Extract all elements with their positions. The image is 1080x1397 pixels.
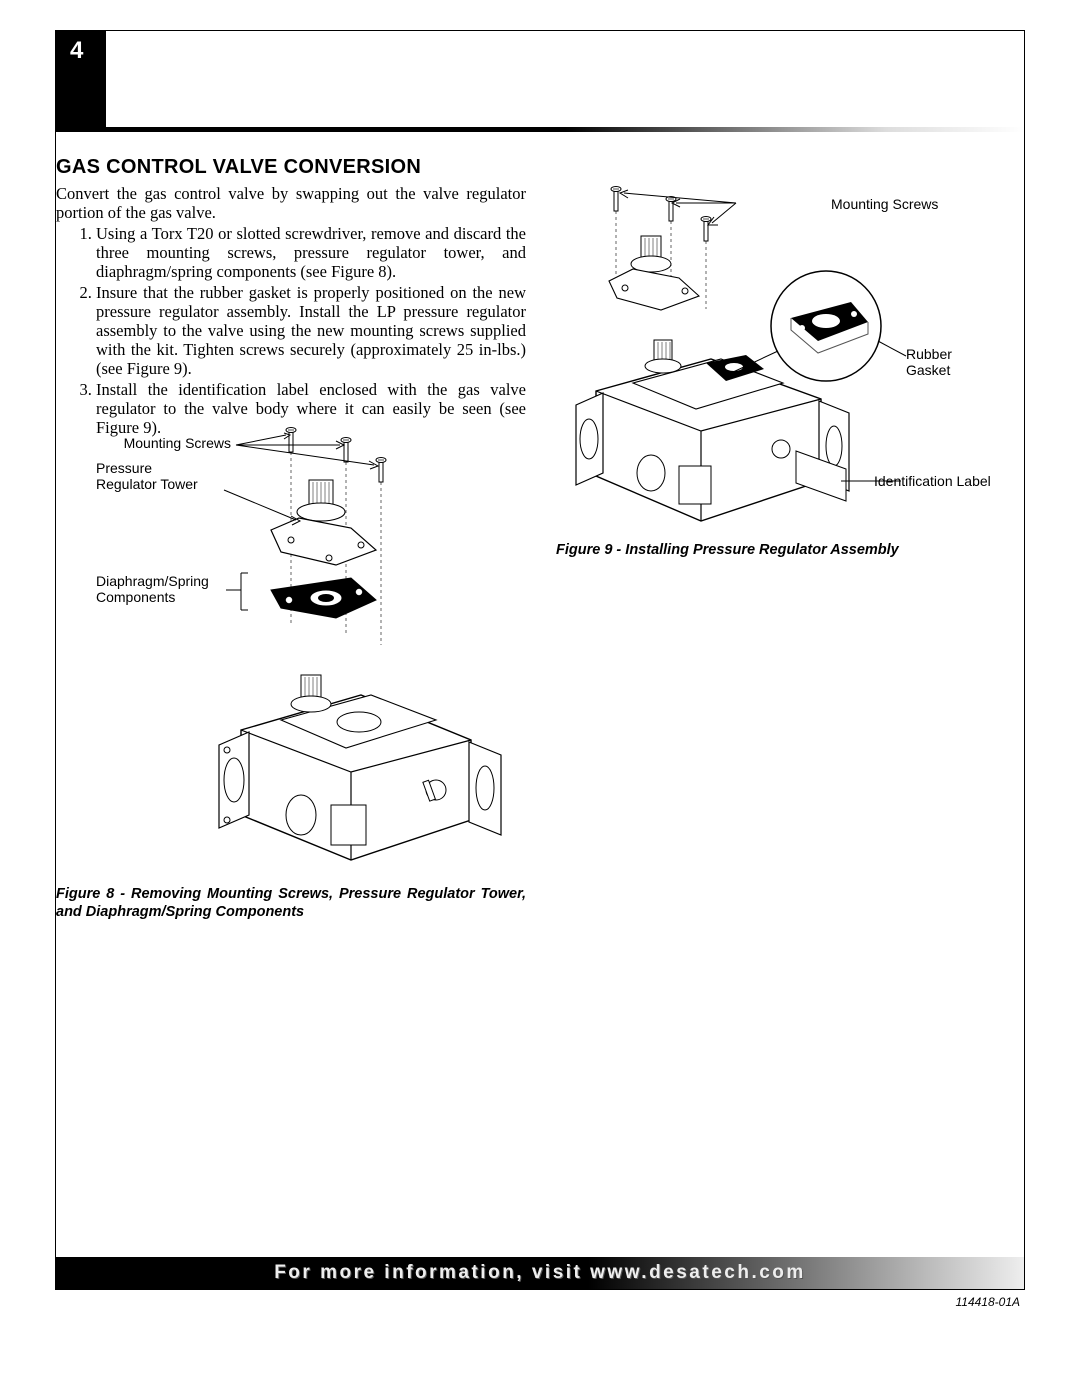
label-rubber-gasket: Rubber Gasket (906, 346, 952, 378)
valve-exploded-icon (96, 425, 516, 875)
intro-paragraph: Convert the gas control valve by swappin… (56, 185, 526, 223)
label-mounting-screws-2: Mounting Screws (831, 196, 938, 212)
page-frame: 4 GAS CONTROL VALVE CONVERSION Convert t… (55, 30, 1025, 1290)
label-pressure-regulator-tower: Pressure Regulator Tower (96, 460, 221, 492)
figure-9-caption: Figure 9 - Installing Pressure Regulator… (556, 541, 1026, 559)
document-number: 114418-01A (956, 1295, 1021, 1309)
page-number: 4 (70, 37, 83, 64)
figure-8-diagram: Mounting Screws Pressure Regulator Tower… (96, 425, 516, 875)
top-gradient-bar (106, 127, 1024, 132)
figure-8-caption: Figure 8 - Removing Mounting Screws, Pre… (56, 885, 526, 921)
figure-9-diagram: Mounting Screws Rubber Gasket Identifica… (556, 181, 1026, 536)
label-identification-label: Identification Label (874, 473, 991, 489)
section-heading: GAS CONTROL VALVE CONVERSION (56, 156, 421, 179)
instruction-steps: Using a Torx T20 or slotted screwdriver,… (56, 225, 526, 440)
footer-text: For more information, visit www.desatech… (274, 1262, 806, 1283)
label-diaphragm-spring: Diaphragm/Spring Components (96, 573, 224, 605)
step-item: Using a Torx T20 or slotted screwdriver,… (96, 225, 526, 282)
footer-band: For more information, visit www.desatech… (56, 1257, 1024, 1289)
page-number-band: 4 (56, 31, 106, 132)
step-item: Insure that the rubber gasket is properl… (96, 284, 526, 379)
label-mounting-screws: Mounting Screws (96, 435, 231, 451)
